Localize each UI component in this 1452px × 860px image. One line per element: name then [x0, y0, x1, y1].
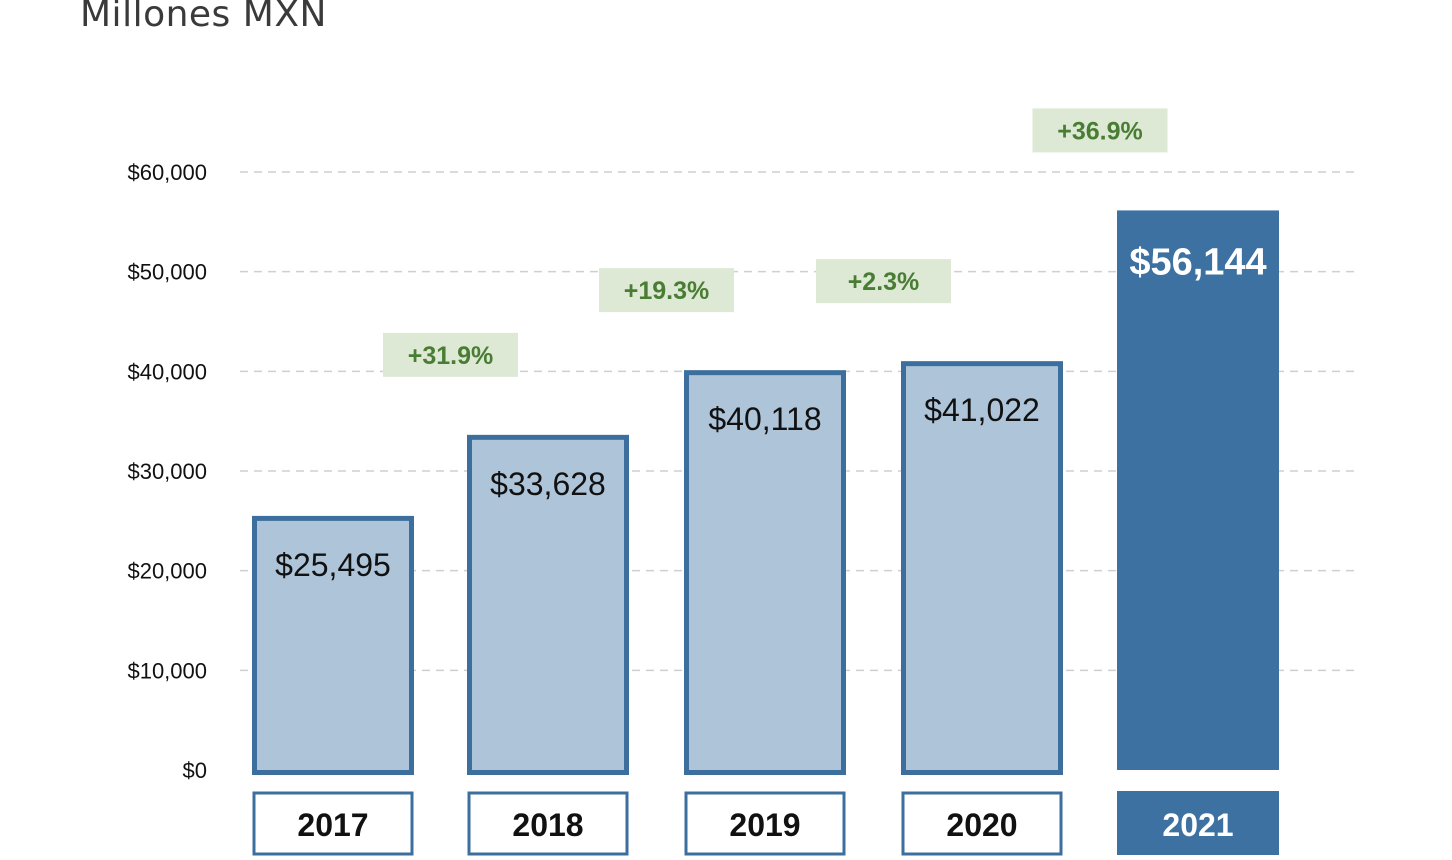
chart-title: Millones MXN — [80, 0, 327, 35]
bar — [1117, 210, 1279, 771]
y-tick-label: $10,000 — [127, 658, 207, 683]
growth-label: +36.9% — [1057, 117, 1143, 145]
growth-badge — [816, 259, 951, 304]
growth-label: +19.3% — [624, 277, 710, 305]
growth-badge — [383, 332, 518, 377]
growth-label: +31.9% — [408, 342, 494, 370]
bar — [252, 515, 414, 776]
y-tick-label: $30,000 — [127, 459, 207, 484]
x-tick-label: 2018 — [512, 807, 583, 843]
bar — [684, 370, 846, 775]
growth-badge — [1032, 108, 1168, 153]
bar-value-label: $41,022 — [924, 392, 1040, 428]
y-tick-label: $40,000 — [127, 359, 207, 384]
x-tick-label: 2020 — [946, 807, 1017, 843]
y-tick-label: $50,000 — [127, 260, 207, 285]
x-tick-label: 2019 — [729, 807, 800, 843]
bar-value-label: $56,144 — [1129, 241, 1266, 283]
category-box — [252, 791, 414, 856]
bar-value-label: $33,628 — [490, 466, 606, 502]
category-box — [901, 791, 1063, 856]
bar — [467, 434, 629, 775]
bar-value-label: $40,118 — [708, 401, 821, 437]
bar-value-label: $25,495 — [275, 547, 391, 583]
y-tick-label: $0 — [183, 758, 207, 783]
x-tick-label: 2021 — [1162, 807, 1233, 843]
y-tick-label: $20,000 — [127, 559, 207, 584]
category-box — [1117, 791, 1279, 855]
growth-label: +2.3% — [848, 268, 920, 296]
y-tick-label: $60,000 — [127, 160, 207, 185]
bar — [901, 361, 1063, 775]
category-box — [467, 791, 629, 856]
growth-badge — [599, 268, 734, 313]
category-box — [684, 791, 846, 856]
x-tick-label: 2017 — [297, 807, 368, 843]
